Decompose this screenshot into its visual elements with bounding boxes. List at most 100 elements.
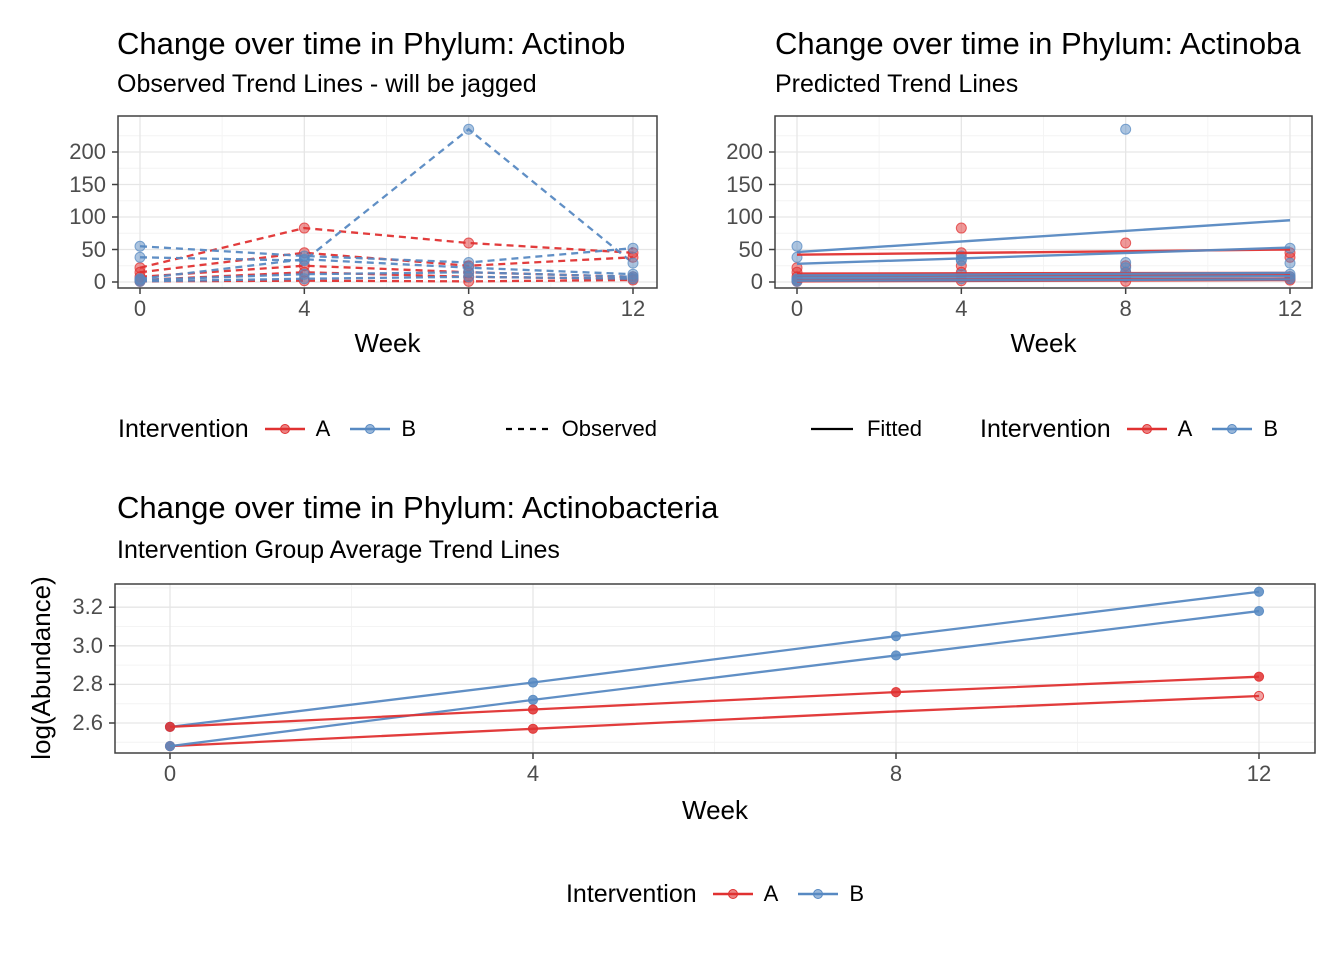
observed-x-axis-title: Week: [354, 328, 421, 358]
observed-series-line: [139, 226, 634, 269]
average-series-line: [169, 694, 1260, 748]
y-tick-label: 150: [69, 171, 106, 197]
data-point: [134, 275, 146, 287]
legend-key-b-icon: [350, 424, 391, 434]
x-tick-label: 12: [1277, 296, 1303, 321]
data-point: [298, 273, 310, 285]
y-tick-label: 50: [81, 236, 106, 262]
fitted-series-line: [796, 271, 1291, 277]
y-tick-label: 0: [750, 269, 763, 294]
data-point: [627, 257, 639, 269]
legend-key-observed-linetype-icon: [505, 427, 548, 431]
predicted-chart-subtitle: Predicted Trend Lines: [775, 70, 1019, 98]
y-tick-label: 200: [726, 139, 763, 164]
predicted-legend-label-a: A: [1177, 416, 1193, 441]
legend-key-a-icon: [264, 424, 305, 434]
x-tick-label: 4: [298, 296, 311, 321]
average-series-line: [169, 609, 1260, 748]
x-tick-label: 4: [955, 296, 968, 321]
x-tick-label: 8: [1119, 296, 1132, 321]
predicted-chart-panel: [769, 115, 1313, 294]
observed-legend-linetype-label: Observed: [561, 416, 657, 441]
legend-key-b-icon: [798, 889, 839, 899]
x-tick-label: 4: [526, 761, 540, 786]
panel-border: [774, 115, 1313, 289]
data-point: [463, 237, 475, 249]
data-point: [527, 704, 539, 715]
data-point: [298, 222, 310, 234]
x-tick-label: 12: [620, 296, 646, 321]
data-point: [1253, 690, 1265, 702]
predicted-x-axis-title: Week: [1010, 328, 1077, 358]
observed-legend-title: Intervention: [118, 414, 249, 443]
observed-series-line: [139, 251, 634, 274]
data-point: [1120, 237, 1132, 249]
observed-series-line: [139, 127, 634, 265]
observed-chart-title: Change over time in Phylum: Actinob: [117, 26, 626, 61]
observed-series-line: [139, 278, 634, 283]
x-tick-label: 0: [133, 296, 147, 321]
y-tick-label: 2.6: [72, 710, 103, 735]
observed-legend-label-a: A: [315, 416, 331, 441]
average-chart-svg: [109, 583, 1316, 759]
average-legend: Intervention A B: [115, 877, 1315, 911]
average-y-axis-title: log(Abundance): [26, 576, 56, 760]
legend-key-b-icon: [1212, 424, 1253, 434]
x-tick-label: 8: [889, 761, 903, 786]
average-x-axis-title: Week: [682, 795, 748, 825]
data-point: [791, 240, 803, 252]
predicted-chart-svg: [769, 115, 1313, 294]
observed-legend-label-b: B: [401, 416, 417, 441]
observed-legend: Intervention A B Observed: [118, 412, 657, 446]
data-point: [1253, 605, 1265, 617]
data-point: [134, 251, 146, 263]
data-point: [298, 253, 310, 265]
fitted-series-line: [796, 219, 1291, 254]
data-point: [1253, 586, 1265, 597]
data-point: [890, 650, 902, 661]
observed-chart-svg: [112, 115, 658, 294]
predicted-legend: Fitted Intervention A B: [775, 412, 1312, 446]
data-point: [527, 677, 539, 688]
average-legend-label-a: A: [763, 881, 779, 906]
legend-key-a-icon: [712, 889, 753, 899]
predicted-legend-linetype-label: Fitted: [866, 416, 922, 441]
data-point: [1253, 671, 1265, 682]
x-tick-label: 0: [163, 761, 177, 786]
observed-series-line: [139, 275, 634, 283]
y-tick-label: 3.0: [72, 632, 103, 658]
y-tick-label: 150: [726, 171, 763, 197]
average-legend-label-b: B: [849, 881, 864, 906]
data-point: [164, 721, 176, 732]
y-tick-label: 0: [93, 269, 106, 294]
predicted-legend-title: Intervention: [980, 414, 1111, 443]
data-point: [627, 242, 639, 254]
data-point: [527, 694, 539, 705]
fitted-series-line: [796, 278, 1290, 282]
average-chart-subtitle: Intervention Group Average Trend Lines: [117, 536, 560, 564]
average-chart-panel: [109, 583, 1316, 759]
legend-key-fitted-linetype-icon: [810, 427, 853, 431]
data-point: [527, 723, 539, 734]
data-point: [463, 271, 475, 283]
observed-series-line: [139, 245, 634, 264]
x-tick-label: 0: [790, 296, 804, 321]
fitted-series-line: [796, 274, 1291, 280]
data-point: [890, 687, 902, 698]
y-tick-label: 200: [69, 139, 106, 164]
y-tick-label: 100: [726, 204, 763, 229]
data-point: [890, 631, 902, 642]
observed-series-line: [139, 258, 634, 280]
observed-series-line: [139, 271, 634, 282]
predicted-chart-title: Change over time in Phylum: Actinoba: [775, 26, 1301, 61]
y-tick-label: 50: [738, 236, 763, 262]
y-tick-label: 100: [69, 204, 106, 229]
data-point: [955, 222, 967, 234]
average-series-line: [169, 590, 1260, 729]
x-tick-label: 12: [1246, 761, 1272, 786]
average-chart-title: Change over time in Phylum: Actinobacter…: [117, 490, 719, 525]
observed-chart-subtitle: Observed Trend Lines - will be jagged: [117, 70, 537, 98]
average-legend-title: Intervention: [565, 879, 697, 908]
observed-chart-panel: [112, 115, 658, 294]
legend-key-a-icon: [1126, 424, 1167, 434]
